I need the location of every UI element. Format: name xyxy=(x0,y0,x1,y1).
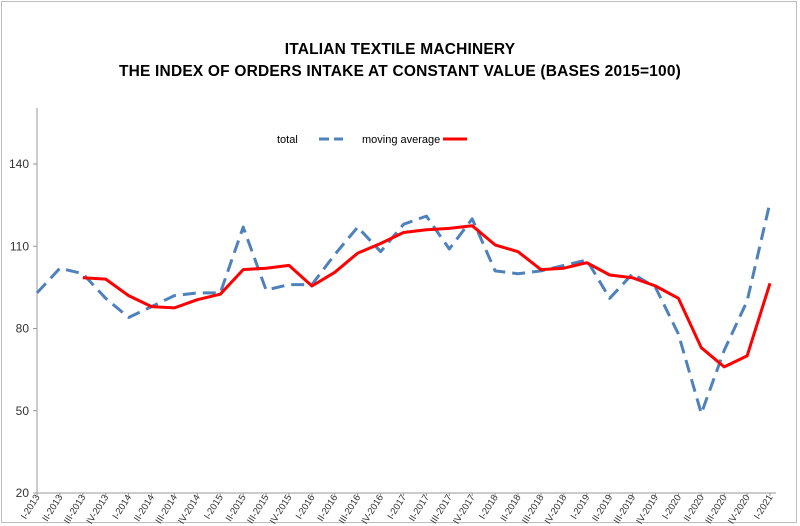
chart-subtitle: THE INDEX OF ORDERS INTAKE AT CONSTANT V… xyxy=(118,63,682,80)
series-moving-average-line xyxy=(82,224,772,369)
x-tick-label: I-2018 xyxy=(477,493,501,522)
legend-label: total xyxy=(277,134,298,146)
x-tick-label: IV-2015 xyxy=(268,493,295,526)
x-tick-label: IV-2020 xyxy=(726,493,753,526)
y-tick-label: 20 xyxy=(16,486,30,500)
x-tick-label: IV-2016 xyxy=(359,493,386,526)
x-tick-label: IV-2013 xyxy=(85,493,112,526)
legend-label: moving average xyxy=(362,134,440,146)
x-tick-label: IV-2017 xyxy=(451,493,478,526)
y-tick-label: 50 xyxy=(16,404,30,418)
x-tick-label: I-2019 xyxy=(569,493,593,522)
x-tick-label: IV-2019 xyxy=(634,493,661,526)
x-tick-label: I-2017 xyxy=(385,493,409,522)
y-tick-label: 80 xyxy=(16,322,30,336)
x-tick-label: IV-2018 xyxy=(543,493,570,526)
x-tick-label: I-2021 xyxy=(752,493,776,522)
x-tick-label: IV-2014 xyxy=(176,493,203,526)
x-tick-label: I-2014 xyxy=(111,493,135,522)
chart-title: ITALIAN TEXTILE MACHINERY xyxy=(284,41,516,58)
x-tick-label: I-2015 xyxy=(202,493,226,522)
x-tick-label: I-2016 xyxy=(294,493,318,522)
x-tick-label: I-2020 xyxy=(660,493,684,522)
y-tick-label: 110 xyxy=(10,239,29,253)
y-tick-label: 140 xyxy=(9,157,29,171)
